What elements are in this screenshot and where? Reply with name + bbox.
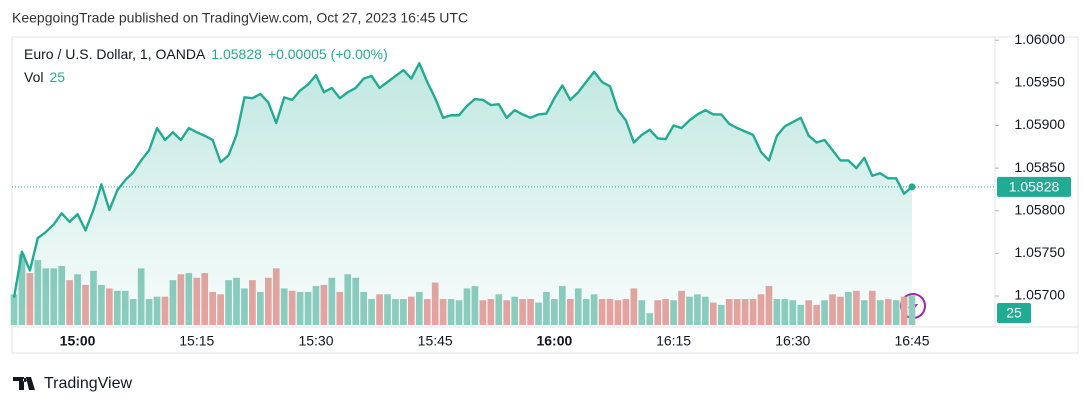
frame xyxy=(11,36,1079,354)
plot xyxy=(10,62,995,325)
area xyxy=(14,63,912,325)
legend-change: +0.00005 (+0.00%) xyxy=(267,46,388,62)
legend-volume: Vol 25 xyxy=(24,69,65,85)
y-tick-label: 1.06000 xyxy=(1014,31,1065,47)
last-point xyxy=(908,183,916,191)
y-tick-label: 1.05850 xyxy=(1014,159,1065,175)
header: KeepgoingTrade published on TradingView.… xyxy=(12,10,468,26)
price-label-box xyxy=(997,176,1071,197)
brand: TradingView xyxy=(44,375,132,392)
legend-last: 25 xyxy=(49,69,66,85)
x-tick-label: 16:30 xyxy=(775,333,810,349)
y-tick-label: 1.05700 xyxy=(1014,287,1065,303)
logo xyxy=(13,377,35,390)
volume-label: 25 xyxy=(1006,305,1022,321)
legend-last: 1.05828 xyxy=(211,46,262,62)
x-tick-label: 15:45 xyxy=(418,333,453,349)
y-tick-label: 1.05800 xyxy=(1014,201,1065,217)
y-tick-label: 1.05750 xyxy=(1014,244,1065,260)
price-line xyxy=(12,62,913,298)
x-tick-label: 15:00 xyxy=(60,333,96,349)
x-tick-label: 16:15 xyxy=(656,333,691,349)
y-tick-label: 1.05950 xyxy=(1014,74,1065,90)
y-tick-label: 1.05900 xyxy=(1014,116,1065,132)
x-tick-label: 16:45 xyxy=(894,333,929,349)
volume-label-box xyxy=(997,303,1031,323)
x-tick-label: 16:00 xyxy=(536,333,572,349)
legend-name: Euro / U.S. Dollar, 1, OANDA xyxy=(24,46,206,62)
x-tick-label: 15:15 xyxy=(179,333,214,349)
price-label: 1.05828 xyxy=(1009,179,1060,195)
x-tick-label: 15:30 xyxy=(298,333,333,349)
legend-price: Euro / U.S. Dollar, 1, OANDA 1.05828 +0.00… xyxy=(24,46,388,62)
legend-name: Vol xyxy=(24,69,44,85)
